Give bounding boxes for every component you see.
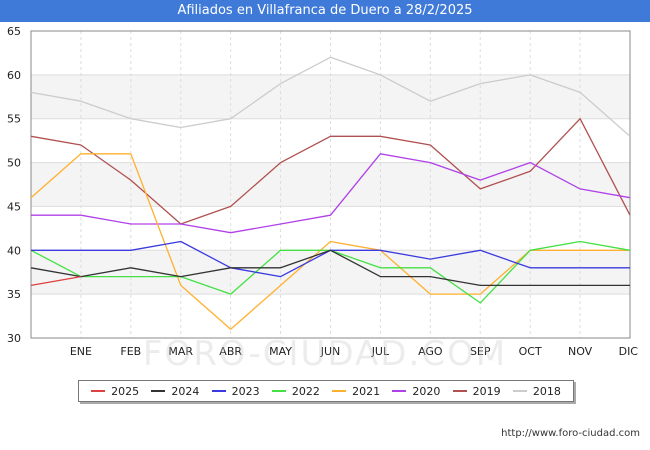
- x-tick-label: ENE: [70, 345, 92, 358]
- legend-label: 2019: [472, 384, 501, 398]
- legend-item-2018: 2018: [512, 384, 561, 398]
- x-tick-label: MAR: [168, 345, 193, 358]
- chart-title: Afiliados en Villafranca de Duero a 28/2…: [0, 0, 650, 22]
- legend-item-2019: 2019: [452, 384, 501, 398]
- legend-swatch: [452, 390, 467, 392]
- y-tick-label: 45: [7, 200, 21, 213]
- legend-label: 2020: [412, 384, 441, 398]
- legend-label: 2022: [291, 384, 320, 398]
- legend-item-2024: 2024: [151, 385, 199, 398]
- legend-label: 2025: [111, 384, 140, 398]
- series-lines: [30, 56, 631, 330]
- legend-swatch: [271, 390, 286, 392]
- y-tick-label: 65: [7, 25, 21, 38]
- x-tick-label: AGO: [418, 345, 443, 358]
- y-tick-label: 50: [7, 157, 21, 170]
- series-line-2020: [31, 153, 631, 234]
- series-line-2025: [30, 275, 82, 287]
- legend-item-2022: 2022: [271, 384, 320, 398]
- legend-swatch: [151, 390, 166, 392]
- plot-background: [30, 30, 631, 339]
- x-tick-label: ABR: [219, 345, 242, 358]
- legend-label: 2024: [171, 384, 200, 398]
- x-axis: ENE FEB MAR ABR MAY JUN JUL AGO SEP OCT NOV DIC: [70, 345, 638, 358]
- y-tick-label: 60: [7, 69, 21, 82]
- y-tick-label: 55: [7, 113, 21, 126]
- series-line-2018: [30, 56, 631, 137]
- x-tick-label: OCT: [519, 345, 542, 358]
- legend-item-2025: 2025: [91, 385, 139, 398]
- x-tick-label: MAY: [269, 345, 292, 358]
- legend-swatch: [392, 390, 407, 392]
- y-tick-label: 40: [7, 244, 21, 257]
- legend-item-2023: 2023: [211, 384, 260, 398]
- legend-label: 2018: [532, 384, 561, 398]
- legend-swatch: [512, 390, 527, 392]
- x-tick-label: FEB: [120, 345, 141, 358]
- x-tick-label: SEP: [470, 345, 491, 358]
- x-tick-label: DIC: [619, 345, 639, 358]
- y-tick-label: 30: [7, 332, 21, 345]
- plot-border: [30, 30, 631, 339]
- legend-swatch: [332, 390, 347, 392]
- y-tick-label: 35: [7, 288, 21, 301]
- x-tick-label: NOV: [568, 345, 593, 358]
- watermark: FORO-CIUDAD.COM: [142, 334, 508, 374]
- legend-swatch: [91, 390, 106, 392]
- series-line-2024: [30, 249, 630, 287]
- legend-label: 2023: [231, 384, 260, 398]
- footer-url[interactable]: http://www.foro-ciudad.com: [501, 428, 640, 439]
- legend-item-2021: 2021: [332, 385, 380, 398]
- legend: 2025 2024 2023 2022 2021 2020 2019 2018: [78, 380, 574, 402]
- legend-item-2020: 2020: [392, 385, 440, 398]
- x-tick-label: JUN: [320, 345, 341, 358]
- x-tick-label: JUL: [371, 345, 390, 358]
- legend-label: 2021: [352, 384, 381, 398]
- legend-swatch: [211, 390, 226, 392]
- series-line-2019: [30, 118, 631, 225]
- y-axis: 30 35 40 45 50 55 60 65: [7, 25, 21, 345]
